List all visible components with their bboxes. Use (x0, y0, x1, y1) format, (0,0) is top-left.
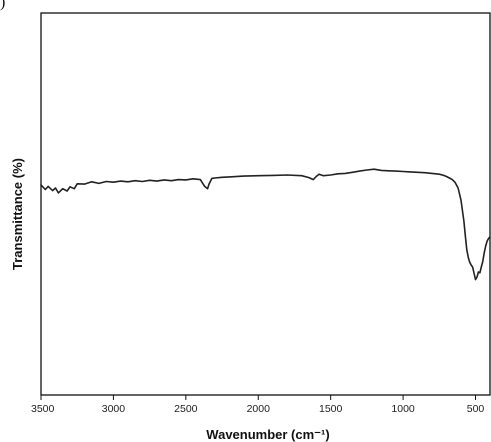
x-tick-label: 500 (467, 403, 485, 415)
x-tick-label: 1000 (391, 403, 415, 415)
spectrum-line (40, 168, 491, 281)
x-tick-label: 1500 (319, 403, 343, 415)
x-tick-label: 3500 (31, 403, 55, 415)
x-tick-label: 2000 (247, 403, 271, 415)
x-tick-label: 2500 (174, 403, 198, 415)
plot-frame (40, 12, 491, 396)
x-axis-title: Wavenumber (cm⁻¹) (206, 427, 329, 442)
x-axis-ticks (40, 395, 477, 400)
x-tick-label: 3000 (102, 403, 126, 415)
panel-label: ) (0, 0, 6, 11)
y-axis-title: Transmittance (%) (10, 158, 25, 270)
x-axis-tick-labels: 3500 3000 2500 2000 1500 1000 500 (31, 403, 484, 415)
